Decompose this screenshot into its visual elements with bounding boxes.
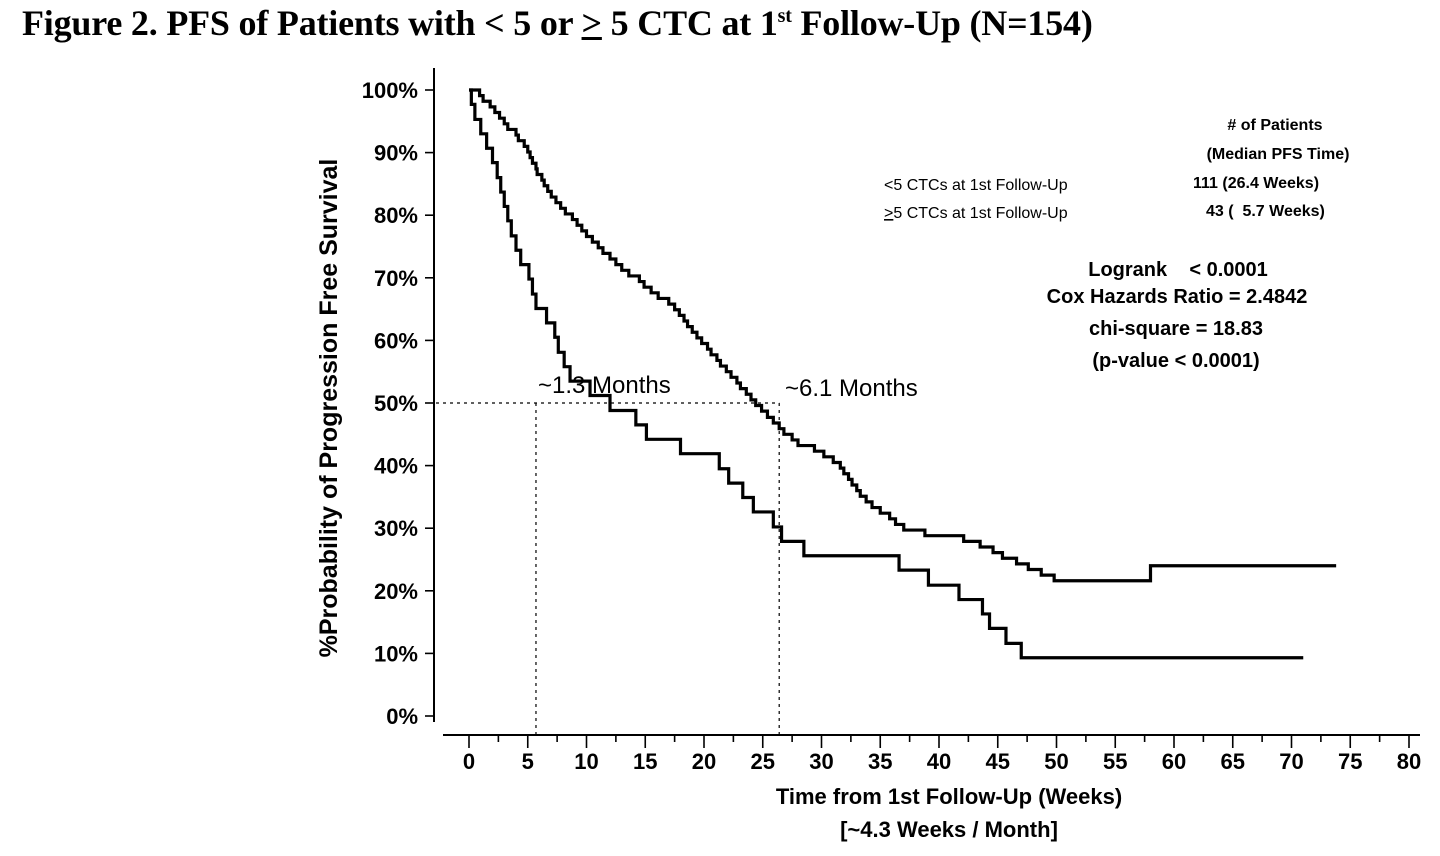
x-ticks: 0 5 10 15 20 25 30 35 40 45 50 55 60 65 70 75 80 (463, 735, 1421, 774)
x-tick-label: 75 (1338, 749, 1362, 774)
legend-value-lt5: 111 (26.4 Weeks) (1193, 175, 1319, 192)
stat-chi-square: chi-square = 18.83 (1089, 318, 1263, 340)
x-tick-label: 35 (868, 749, 892, 774)
chart-axes (433, 68, 1420, 736)
y-tick-label: 60% (374, 328, 418, 353)
legend-label-ge5: >5 CTCs at 1st Follow-Up (884, 205, 1068, 222)
legend-header-2: (Median PFS Time) (1207, 146, 1350, 163)
x-tick-label: 15 (633, 749, 657, 774)
x-tick-label: 5 (522, 749, 534, 774)
x-tick-label: 80 (1397, 749, 1421, 774)
legend: # of Patients (Median PFS Time) <5 CTCs … (884, 117, 1349, 222)
x-axis-title: Time from 1st Follow-Up (Weeks) (776, 784, 1122, 809)
survival-curves (469, 88, 1337, 660)
y-ticks: 0% 10% 20% 30% 40% 50% 60% 70% 80% 90% 100% (362, 78, 434, 729)
x-tick-label: 65 (1221, 749, 1245, 774)
y-tick-label: 20% (374, 579, 418, 604)
y-tick-label: 90% (374, 141, 418, 166)
y-tick-label: 10% (374, 641, 418, 666)
survival-curve-ge5-ctc (469, 88, 1304, 660)
x-tick-label: 45 (986, 749, 1010, 774)
y-tick-label: 30% (374, 516, 418, 541)
x-tick-label: 60 (1162, 749, 1186, 774)
x-tick-label: 30 (809, 749, 833, 774)
x-tick-label: 10 (574, 749, 598, 774)
x-tick-label: 50 (1044, 749, 1068, 774)
y-axis-title: %Probability of Progression Free Surviva… (315, 159, 343, 658)
legend-value-ge5: 43 ( 5.7 Weeks) (1206, 203, 1325, 220)
x-tick-label: 70 (1279, 749, 1303, 774)
stat-logrank: Logrank < 0.0001 (1088, 259, 1268, 281)
survival-curve-lt5-ctc (469, 88, 1337, 583)
stat-cox: Cox Hazards Ratio = 2.4842 (1047, 286, 1308, 308)
x-tick-label: 0 (463, 749, 475, 774)
stat-p-value: (p-value < 0.0001) (1092, 350, 1259, 372)
y-tick-label: 40% (374, 454, 418, 479)
x-tick-label: 55 (1103, 749, 1127, 774)
legend-ge-symbol: > (884, 205, 893, 222)
x-tick-label: 20 (692, 749, 716, 774)
median-annotation-ge5: ~1.3 Months (538, 372, 671, 399)
legend-header-1: # of Patients (1227, 117, 1322, 134)
y-tick-label: 100% (362, 78, 418, 103)
stats-block: Logrank < 0.0001 Cox Hazards Ratio = 2.4… (1047, 259, 1308, 372)
x-axis-subtitle: [~4.3 Weeks / Month] (840, 817, 1058, 842)
y-tick-label: 80% (374, 203, 418, 228)
y-tick-label: 70% (374, 266, 418, 291)
median-guides (436, 402, 780, 735)
figure-title: Figure 2. PFS of Patients with < 5 or > … (22, 3, 1093, 43)
x-tick-label: 40 (927, 749, 951, 774)
legend-label-lt5: <5 CTCs at 1st Follow-Up (884, 177, 1068, 194)
x-tick-label: 25 (751, 749, 775, 774)
y-tick-label: 50% (374, 391, 418, 416)
legend-label-ge5-text: 5 CTCs at 1st Follow-Up (893, 205, 1067, 222)
median-annotation-lt5: ~6.1 Months (785, 375, 918, 402)
y-tick-label: 0% (386, 704, 418, 729)
